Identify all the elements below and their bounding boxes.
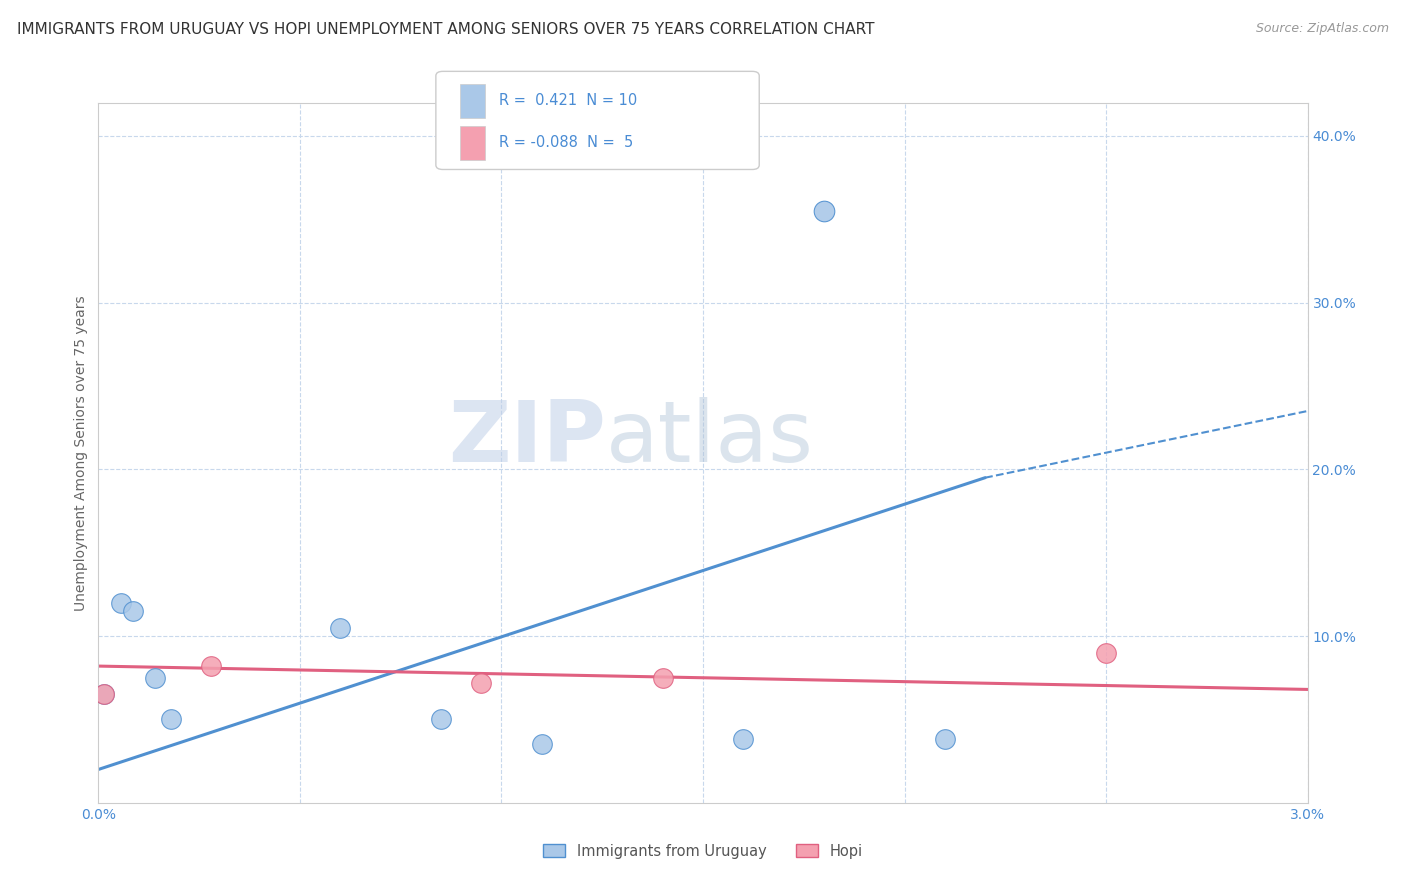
Y-axis label: Unemployment Among Seniors over 75 years: Unemployment Among Seniors over 75 years xyxy=(75,295,89,610)
Point xyxy=(733,732,755,747)
Point xyxy=(813,203,835,218)
Text: R =  0.421  N = 10: R = 0.421 N = 10 xyxy=(499,94,637,108)
Point xyxy=(93,688,115,702)
Text: ZIP: ZIP xyxy=(449,397,606,480)
Point xyxy=(143,671,166,685)
Point xyxy=(934,732,956,747)
Point xyxy=(470,675,492,690)
Text: Source: ZipAtlas.com: Source: ZipAtlas.com xyxy=(1256,22,1389,36)
Point xyxy=(121,604,143,618)
Point xyxy=(1095,646,1118,660)
Text: atlas: atlas xyxy=(606,397,814,480)
Legend: Immigrants from Uruguay, Hopi: Immigrants from Uruguay, Hopi xyxy=(544,844,862,858)
Point xyxy=(430,713,453,727)
Point xyxy=(530,738,553,752)
Point xyxy=(110,596,132,610)
Text: R = -0.088  N =  5: R = -0.088 N = 5 xyxy=(499,136,633,150)
Point xyxy=(93,688,115,702)
Point xyxy=(329,621,352,635)
Point xyxy=(651,671,673,685)
Point xyxy=(200,659,222,673)
Point xyxy=(160,713,183,727)
Text: IMMIGRANTS FROM URUGUAY VS HOPI UNEMPLOYMENT AMONG SENIORS OVER 75 YEARS CORRELA: IMMIGRANTS FROM URUGUAY VS HOPI UNEMPLOY… xyxy=(17,22,875,37)
